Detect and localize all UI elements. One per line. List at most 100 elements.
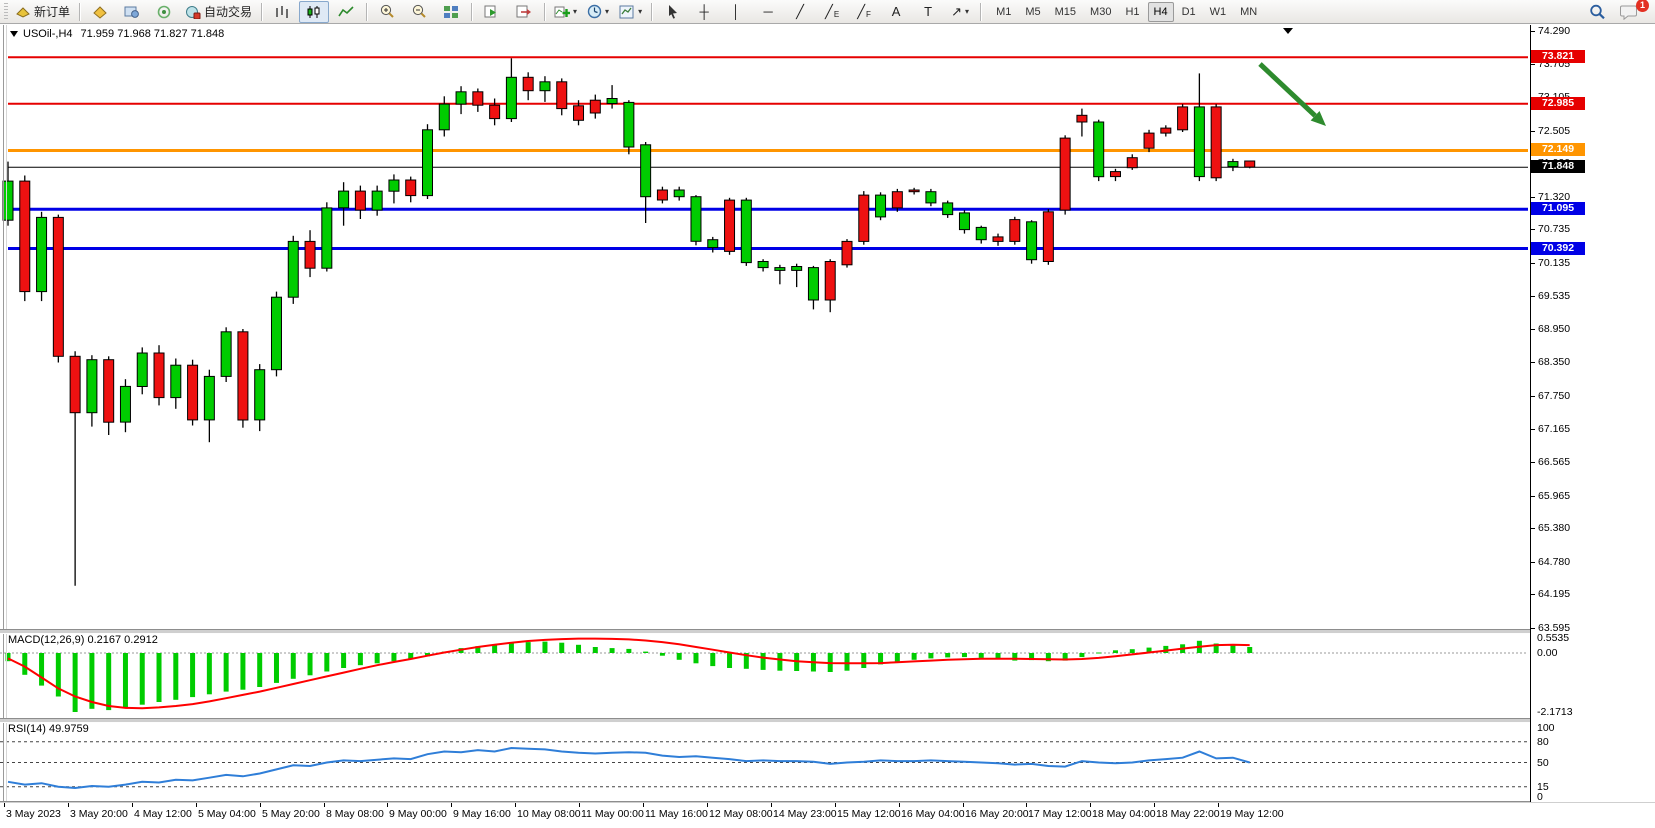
timeframe-d1-button[interactable]: D1 — [1181, 5, 1196, 18]
tool-letter: E — [833, 10, 840, 19]
macd-histogram-bar — [861, 653, 867, 668]
macd-histogram-bar — [1146, 647, 1152, 653]
notifications-button[interactable]: 1 — [1614, 0, 1649, 23]
timeframe-m5-button[interactable]: M5 — [1025, 5, 1041, 18]
timeframe-w1-button[interactable]: W1 — [1209, 5, 1227, 18]
arrows-tool-button[interactable]: ↗ ▾ — [945, 1, 975, 23]
window-left-edge — [3, 25, 4, 820]
macd-histogram-bar — [911, 653, 917, 660]
time-axis[interactable]: 3 May 2023 3 May 20:00 4 May 12:00 5 May 04… — [0, 803, 1655, 828]
signals-button[interactable] — [149, 1, 179, 23]
horizontal-line-tool-icon: ─ — [763, 4, 773, 19]
indicators-button[interactable]: ▾ — [550, 1, 581, 23]
timeframe-h4-button[interactable]: H4 — [1147, 1, 1174, 22]
chart-shift-marker-icon[interactable] — [1283, 28, 1293, 34]
price-axis-tick: 63.595 — [1531, 622, 1570, 634]
price-axis-tick: 70.135 — [1531, 257, 1570, 269]
candlestick-chart-button[interactable] — [299, 0, 330, 23]
horizontal-line-tool-button[interactable]: ─ — [753, 1, 783, 23]
time-axis-label: 16 May 04:00 — [901, 808, 965, 820]
time-axis-tick — [387, 803, 388, 807]
rsi-panel-splitter[interactable] — [0, 718, 1655, 723]
auto-scroll-button[interactable] — [477, 1, 507, 23]
tick-dash — [1531, 328, 1535, 330]
dropdown-caret-icon[interactable]: ▾ — [573, 7, 578, 16]
dropdown-caret-icon[interactable]: ▾ — [965, 7, 970, 16]
cursor-tool-button[interactable] — [657, 1, 687, 23]
macd-histogram-bar — [676, 653, 682, 660]
macd-histogram-bar — [307, 653, 313, 676]
annotation-arrow-line[interactable] — [1258, 62, 1317, 118]
autotrading-button[interactable]: 自动交易 — [181, 1, 256, 23]
chart-shift-button[interactable] — [509, 1, 539, 23]
trendline-tool-button[interactable]: ╱ — [785, 1, 815, 23]
macd-panel-splitter[interactable] — [0, 629, 1655, 634]
timeframe-m30-button[interactable]: M30 — [1090, 5, 1112, 18]
price-tick-label: 65.380 — [1538, 522, 1571, 534]
toolbar-separator — [366, 2, 368, 21]
navigator-button[interactable] — [117, 1, 147, 23]
macd-histogram-bar — [1230, 645, 1236, 653]
chart-info-bar: USOil-,H4 71.959 71.968 71.827 71.848 — [10, 28, 224, 40]
candle-bearish — [52, 216, 64, 357]
candle-bullish — [690, 196, 702, 242]
candle-bearish — [522, 76, 534, 92]
periods-button[interactable]: ▾ — [583, 1, 613, 23]
label-tool-button[interactable]: T — [913, 1, 943, 23]
channel-tool-button[interactable]: ╱ E — [817, 1, 847, 23]
notification-badge: 1 — [1636, 0, 1649, 12]
zoom-in-button[interactable] — [372, 1, 402, 23]
candle-bullish — [254, 369, 266, 421]
one-click-trading-arrow-icon[interactable] — [10, 31, 18, 37]
auto-scroll-icon — [484, 5, 497, 17]
price-axis[interactable]: 74.29073.70573.10572.50571.92071.32070.7… — [1530, 25, 1655, 802]
zoom-out-icon — [412, 4, 426, 18]
search-button[interactable] — [1582, 1, 1612, 23]
fibonacci-tool-icon: ╱ — [857, 4, 866, 19]
market-watch-button[interactable] — [85, 1, 115, 23]
macd-histogram-bar — [223, 653, 229, 692]
text-tool-button[interactable]: A — [881, 1, 911, 23]
vertical-line-tool-button[interactable]: │ — [721, 1, 751, 23]
time-axis-tick — [1154, 803, 1155, 807]
timeframe-m15-button[interactable]: M15 — [1054, 5, 1077, 18]
candle-bearish — [237, 331, 249, 421]
candle-bearish — [656, 189, 668, 201]
timeframe-m1-button[interactable]: M1 — [996, 5, 1012, 18]
time-axis-tick — [68, 803, 69, 807]
new-order-button[interactable]: 新订单 — [11, 1, 74, 23]
price-tick-label: 66.565 — [1538, 456, 1571, 468]
timeframe-mn-button[interactable]: MN — [1240, 5, 1258, 18]
templates-button[interactable]: ▾ — [615, 1, 646, 23]
dropdown-caret-icon[interactable]: ▾ — [638, 7, 643, 16]
time-axis-label: 19 May 12:00 — [1220, 808, 1284, 820]
macd-panel-canvas[interactable] — [0, 633, 1530, 718]
price-tick-label: 68.950 — [1538, 323, 1571, 335]
candle-bearish — [1126, 157, 1138, 169]
macd-histogram-bar — [206, 653, 212, 695]
dropdown-caret-icon[interactable]: ▾ — [605, 7, 610, 16]
candle-bearish — [858, 194, 870, 242]
macd-histogram-bar — [492, 645, 498, 653]
tick-dash — [1531, 130, 1535, 132]
time-axis-tick — [835, 803, 836, 807]
candle-bullish — [36, 216, 48, 293]
autotrading-icon — [186, 5, 201, 19]
macd-histogram-bar — [1012, 653, 1018, 661]
timeframe-h1-button[interactable]: H1 — [1125, 5, 1140, 18]
annotation-arrow-head[interactable] — [1310, 110, 1326, 126]
main-chart-canvas[interactable] — [0, 0, 1530, 631]
tile-windows-button[interactable] — [436, 1, 466, 23]
macd-histogram-bar — [592, 647, 598, 653]
search-icon — [1589, 4, 1605, 19]
line-chart-button[interactable] — [331, 1, 361, 23]
rsi-panel-canvas[interactable] — [0, 722, 1530, 801]
bar-chart-button[interactable] — [267, 1, 297, 23]
candlestick-chart-icon — [307, 5, 320, 18]
zoom-out-button[interactable] — [404, 1, 434, 23]
candle-bearish — [103, 359, 115, 423]
time-axis-label: 9 May 00:00 — [389, 808, 447, 820]
fibonacci-tool-button[interactable]: ╱ F — [849, 1, 879, 23]
templates-icon — [619, 5, 634, 18]
crosshair-tool-button[interactable]: ┼ — [689, 1, 719, 23]
